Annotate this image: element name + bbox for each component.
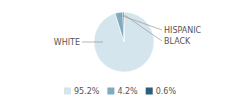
legend: 95.2% 4.2% 0.6%	[64, 87, 176, 96]
legend-swatch	[64, 88, 71, 95]
slice-label: WHITE	[54, 38, 80, 47]
chart: WHITE HISPANIC BLACK 95.2% 4.2% 0.6%	[0, 0, 240, 100]
legend-label: 0.6%	[156, 87, 177, 96]
slice-label: HISPANIC	[164, 26, 202, 35]
pie-slice	[94, 12, 154, 72]
leader-line	[82, 42, 103, 43]
slice-labels: WHITE HISPANIC BLACK	[54, 14, 202, 46]
pie-slice	[115, 12, 124, 42]
slice-label: BLACK	[164, 37, 191, 46]
pie	[94, 12, 154, 72]
leader-line	[119, 15, 162, 30]
legend-label: 95.2%	[74, 87, 100, 96]
legend-swatch	[107, 88, 114, 95]
leader-line	[123, 14, 162, 41]
legend-swatch	[146, 88, 153, 95]
legend-label: 4.2%	[117, 87, 138, 96]
